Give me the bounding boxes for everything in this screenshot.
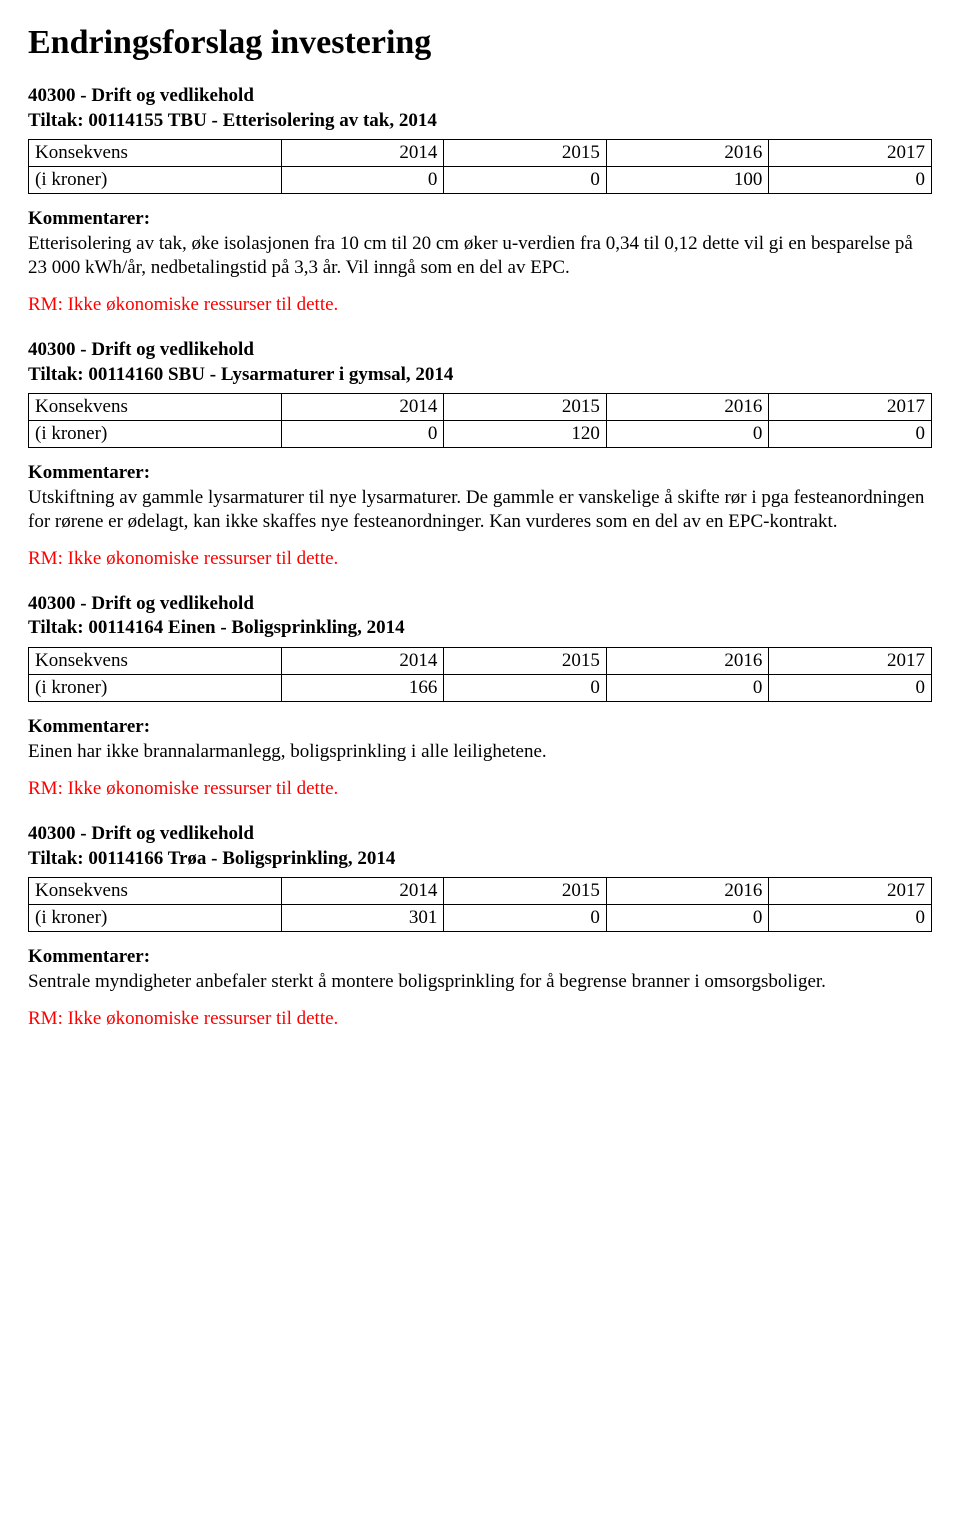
comments-text: Etterisolering av tak, øke isolasjonen f… <box>28 232 932 280</box>
table-cell-value: 120 <box>444 421 607 448</box>
table-header-label: Konsekvens <box>29 394 282 421</box>
table-header-year: 2014 <box>281 648 444 675</box>
table-row-label: (i kroner) <box>29 421 282 448</box>
rm-note: RM: Ikke økonomiske ressurser til dette. <box>28 294 932 316</box>
table-cell-value: 0 <box>769 675 932 702</box>
konsekvens-table: Konsekvens2014201520162017(i kroner)0010… <box>28 139 932 194</box>
table-header-year: 2016 <box>606 394 769 421</box>
table-header-year: 2017 <box>769 878 932 905</box>
table-cell-value: 0 <box>769 421 932 448</box>
section-header: 40300 - Drift og vedlikeholdTiltak: 0011… <box>28 84 932 133</box>
section-header: 40300 - Drift og vedlikeholdTiltak: 0011… <box>28 822 932 871</box>
dept-line: 40300 - Drift og vedlikehold <box>28 338 932 363</box>
section-header: 40300 - Drift og vedlikeholdTiltak: 0011… <box>28 592 932 641</box>
comments-text: Einen har ikke brannalarmanlegg, boligsp… <box>28 740 932 764</box>
section: 40300 - Drift og vedlikeholdTiltak: 0011… <box>28 822 932 1030</box>
rm-note: RM: Ikke økonomiske ressurser til dette. <box>28 548 932 570</box>
table-header-year: 2016 <box>606 648 769 675</box>
table-header-label: Konsekvens <box>29 140 282 167</box>
table-cell-value: 0 <box>606 421 769 448</box>
table-cell-value: 0 <box>444 167 607 194</box>
table-header-year: 2014 <box>281 878 444 905</box>
table-header-year: 2015 <box>444 648 607 675</box>
table-cell-value: 301 <box>281 905 444 932</box>
rm-note: RM: Ikke økonomiske ressurser til dette. <box>28 778 932 800</box>
tiltak-line: Tiltak: 00114166 Trøa - Boligsprinkling,… <box>28 847 932 872</box>
section: 40300 - Drift og vedlikeholdTiltak: 0011… <box>28 592 932 800</box>
table-cell-value: 100 <box>606 167 769 194</box>
table-header-year: 2017 <box>769 394 932 421</box>
table-row-label: (i kroner) <box>29 167 282 194</box>
table-cell-value: 0 <box>769 905 932 932</box>
table-cell-value: 0 <box>281 421 444 448</box>
tiltak-line: Tiltak: 00114164 Einen - Boligsprinkling… <box>28 616 932 641</box>
tiltak-line: Tiltak: 00114160 SBU - Lysarmaturer i gy… <box>28 363 932 388</box>
rm-note: RM: Ikke økonomiske ressurser til dette. <box>28 1008 932 1030</box>
table-header-label: Konsekvens <box>29 878 282 905</box>
table-header-year: 2016 <box>606 140 769 167</box>
table-header-year: 2015 <box>444 394 607 421</box>
konsekvens-table: Konsekvens2014201520162017(i kroner)1660… <box>28 647 932 702</box>
comments-label: Kommentarer: <box>28 716 932 738</box>
comments-label: Kommentarer: <box>28 462 932 484</box>
comments-text: Utskiftning av gammle lysarmaturer til n… <box>28 486 932 534</box>
table-header-year: 2017 <box>769 140 932 167</box>
table-cell-value: 166 <box>281 675 444 702</box>
table-header-year: 2015 <box>444 878 607 905</box>
section-header: 40300 - Drift og vedlikeholdTiltak: 0011… <box>28 338 932 387</box>
table-header-year: 2015 <box>444 140 607 167</box>
table-row-label: (i kroner) <box>29 675 282 702</box>
tiltak-line: Tiltak: 00114155 TBU - Etterisolering av… <box>28 109 932 134</box>
comments-label: Kommentarer: <box>28 946 932 968</box>
page-title: Endringsforslag investering <box>28 24 932 62</box>
table-cell-value: 0 <box>769 167 932 194</box>
table-cell-value: 0 <box>606 675 769 702</box>
table-header-year: 2014 <box>281 394 444 421</box>
comments-label: Kommentarer: <box>28 208 932 230</box>
dept-line: 40300 - Drift og vedlikehold <box>28 84 932 109</box>
dept-line: 40300 - Drift og vedlikehold <box>28 592 932 617</box>
table-header-year: 2017 <box>769 648 932 675</box>
section: 40300 - Drift og vedlikeholdTiltak: 0011… <box>28 338 932 570</box>
dept-line: 40300 - Drift og vedlikehold <box>28 822 932 847</box>
konsekvens-table: Konsekvens2014201520162017(i kroner)3010… <box>28 877 932 932</box>
table-cell-value: 0 <box>606 905 769 932</box>
table-header-year: 2014 <box>281 140 444 167</box>
table-cell-value: 0 <box>444 675 607 702</box>
table-cell-value: 0 <box>281 167 444 194</box>
section: 40300 - Drift og vedlikeholdTiltak: 0011… <box>28 84 932 316</box>
konsekvens-table: Konsekvens2014201520162017(i kroner)0120… <box>28 393 932 448</box>
table-header-label: Konsekvens <box>29 648 282 675</box>
table-header-year: 2016 <box>606 878 769 905</box>
table-cell-value: 0 <box>444 905 607 932</box>
comments-text: Sentrale myndigheter anbefaler sterkt å … <box>28 970 932 994</box>
table-row-label: (i kroner) <box>29 905 282 932</box>
